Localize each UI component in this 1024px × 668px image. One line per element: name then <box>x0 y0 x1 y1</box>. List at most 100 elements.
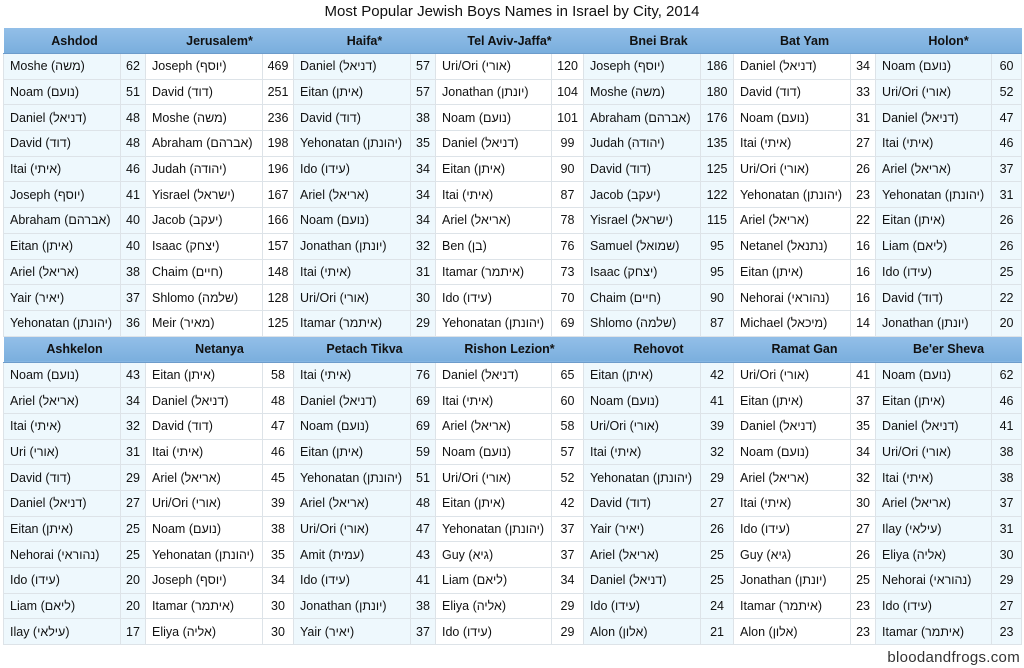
name-cell: Abraham (אברהם) <box>583 104 702 132</box>
name-cell: Nehorai (נהוראי) <box>3 541 121 569</box>
count-cell: 37 <box>850 387 877 414</box>
name-cell: Guy (גיא) <box>435 541 552 569</box>
count-cell: 37 <box>991 155 1023 183</box>
count-cell: 135 <box>700 130 735 157</box>
count-cell: 31 <box>850 104 877 132</box>
count-cell: 58 <box>262 361 294 389</box>
name-cell: Meir (מאיר) <box>145 309 263 337</box>
name-cell: Amit (עמית) <box>293 541 411 569</box>
count-cell: 87 <box>550 181 585 209</box>
name-cell: Uri/Ori (אורי) <box>583 412 702 440</box>
table-row: Uri (אורי) 31 Itai (איתי) 46 Eitan (איתן) 59 N… <box>3 438 1023 466</box>
count-cell: 16 <box>850 284 877 311</box>
count-cell: 57 <box>550 438 585 466</box>
name-cell: Yehonatan (יהונתן) <box>3 309 121 337</box>
name-cell: Ilay (עילאי) <box>3 618 121 646</box>
count-cell: 25 <box>120 541 146 569</box>
name-cell: Michael (מיכאל) <box>733 309 852 337</box>
name-cell: Itai (איתי) <box>733 490 852 517</box>
count-cell: 42 <box>550 490 585 517</box>
names-table: Ashdod Jerusalem* Haifa* Tel Aviv-Jaffa* Bne… <box>3 28 1023 646</box>
name-cell: Itai (איתי) <box>435 387 552 414</box>
count-cell: 39 <box>700 412 735 440</box>
count-cell: 57 <box>410 78 436 106</box>
table-row: Eitan (איתן) 25 Noam (נועם) 38 Uri/Ori (אורי… <box>3 515 1023 543</box>
count-cell: 14 <box>850 309 877 337</box>
name-cell: Isaac (יצחק) <box>583 258 702 286</box>
name-cell: Noam (נועם) <box>3 78 121 106</box>
name-cell: Uri/Ori (אורי) <box>435 53 552 80</box>
name-cell: Daniel (דניאל) <box>293 53 411 80</box>
count-cell: 65 <box>550 361 585 389</box>
count-cell: 34 <box>410 207 436 234</box>
name-cell: David (דוד) <box>583 490 702 517</box>
count-cell: 76 <box>550 232 585 260</box>
name-cell: Liam (ליאם) <box>875 232 993 260</box>
name-cell: Eitan (איתן) <box>145 361 263 389</box>
city-header: Jerusalem* <box>145 28 294 54</box>
count-cell: 30 <box>262 618 294 646</box>
name-cell: David (דוד) <box>293 104 411 132</box>
name-cell: Yehonatan (יהונתן) <box>293 464 411 491</box>
count-cell: 43 <box>120 361 146 389</box>
name-cell: Itai (איתי) <box>435 181 552 209</box>
count-cell: 23 <box>991 618 1023 646</box>
name-cell: Yehonatan (יהונתן) <box>435 515 552 543</box>
name-cell: Itamar (איתמר) <box>293 309 411 337</box>
count-cell: 48 <box>120 130 146 157</box>
name-cell: Noam (נועם) <box>293 412 411 440</box>
count-cell: 76 <box>410 361 436 389</box>
name-cell: Eitan (איתן) <box>293 438 411 466</box>
name-cell: Nehorai (נהוראי) <box>733 284 852 311</box>
name-cell: Ilay (עילאי) <box>875 515 993 543</box>
name-cell: Ido (עידו) <box>733 515 852 543</box>
count-cell: 87 <box>700 309 735 337</box>
name-cell: Joseph (יוסף) <box>145 53 263 80</box>
count-cell: 38 <box>410 592 436 620</box>
name-cell: Jonathan (יונתן) <box>875 309 993 337</box>
name-cell: Yisrael (ישראל) <box>145 181 263 209</box>
name-cell: Uri/Ori (אורי) <box>293 515 411 543</box>
name-cell: Guy (גיא) <box>733 541 852 569</box>
count-cell: 52 <box>550 464 585 491</box>
count-cell: 90 <box>550 155 585 183</box>
count-cell: 40 <box>120 232 146 260</box>
count-cell: 37 <box>550 515 585 543</box>
name-cell: Noam (נועם) <box>145 515 263 543</box>
count-cell: 35 <box>262 541 294 569</box>
count-cell: 24 <box>700 592 735 620</box>
table-row: Nehorai (נהוראי) 25 Yehonatan (יהונתן) 35 Am… <box>3 541 1023 569</box>
name-cell: Abraham (אברהם) <box>3 207 121 234</box>
table-row: Ariel (אריאל) 34 Daniel (דניאל) 48 Daniel (ד… <box>3 387 1023 414</box>
name-cell: Joseph (יוסף) <box>583 53 702 80</box>
count-cell: 157 <box>262 232 294 260</box>
name-cell: Itai (איתי) <box>583 438 702 466</box>
count-cell: 37 <box>991 490 1023 517</box>
count-cell: 59 <box>410 438 436 466</box>
count-cell: 47 <box>410 515 436 543</box>
name-cell: Eitan (איתן) <box>435 490 552 517</box>
name-cell: Shlomo (שלמה) <box>583 309 702 337</box>
name-cell: Ben (בן) <box>435 232 552 260</box>
count-cell: 38 <box>410 104 436 132</box>
count-cell: 34 <box>550 567 585 594</box>
city-header: Bat Yam <box>733 28 876 54</box>
count-cell: 251 <box>262 78 294 106</box>
count-cell: 23 <box>850 618 877 646</box>
count-cell: 22 <box>991 284 1023 311</box>
name-cell: Joseph (יוסף) <box>145 567 263 594</box>
city-header: Be'er Sheva <box>875 336 1022 363</box>
name-cell: Daniel (דניאל) <box>435 130 552 157</box>
name-cell: Yehonatan (יהונתן) <box>293 130 411 157</box>
credit-watermark: bloodandfrogs.com <box>887 649 1020 666</box>
name-cell: Itai (איתי) <box>3 155 121 183</box>
count-cell: 39 <box>262 490 294 517</box>
name-cell: Ido (עידו) <box>875 592 993 620</box>
city-header: Rishon Lezion* <box>435 336 584 363</box>
count-cell: 125 <box>700 155 735 183</box>
count-cell: 46 <box>120 155 146 183</box>
table-row: Ilay (עילאי) 17 Eliya (אליה) 30 Yair (יאיר) 3… <box>3 618 1023 646</box>
count-cell: 38 <box>120 258 146 286</box>
name-cell: Itai (איתי) <box>145 438 263 466</box>
count-cell: 58 <box>550 412 585 440</box>
